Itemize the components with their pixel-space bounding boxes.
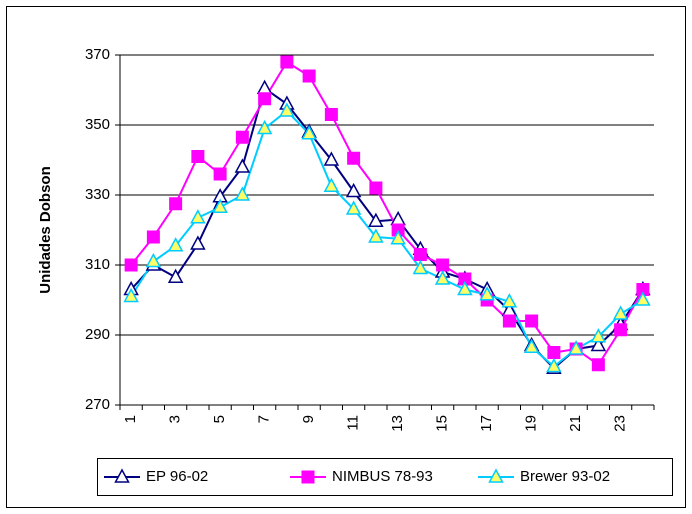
data-point bbox=[612, 305, 629, 320]
legend-marker bbox=[114, 468, 130, 483]
y-tick-label: 330 bbox=[85, 186, 110, 203]
x-tick-label: 5 bbox=[211, 415, 228, 423]
data-point bbox=[635, 291, 651, 306]
data-point bbox=[323, 151, 340, 166]
y-axis-label: Unidades Dobson bbox=[37, 166, 54, 294]
x-tick-label: 7 bbox=[256, 415, 273, 423]
data-point bbox=[614, 323, 628, 337]
x-tick-label: 21 bbox=[567, 415, 584, 432]
data-point bbox=[302, 69, 316, 83]
x-tick-label: 3 bbox=[167, 415, 184, 423]
data-point bbox=[191, 150, 205, 163]
data-point bbox=[190, 209, 206, 224]
data-point bbox=[256, 119, 273, 135]
data-point bbox=[525, 314, 539, 328]
x-tick-label: 13 bbox=[389, 415, 406, 432]
data-point bbox=[412, 259, 429, 275]
data-point bbox=[457, 280, 473, 296]
data-point bbox=[523, 338, 540, 353]
data-point bbox=[345, 200, 362, 215]
legend-box bbox=[97, 458, 673, 496]
x-tick-label: 11 bbox=[345, 415, 362, 431]
y-tick-label: 350 bbox=[85, 116, 110, 133]
data-point bbox=[301, 125, 317, 140]
y-tick-label: 270 bbox=[85, 396, 110, 413]
data-point bbox=[124, 258, 138, 272]
data-point bbox=[368, 228, 384, 243]
data-point bbox=[436, 258, 450, 272]
data-point bbox=[347, 151, 361, 165]
x-tick-label: 23 bbox=[612, 415, 629, 432]
data-point bbox=[345, 182, 362, 198]
x-tick-label: 9 bbox=[300, 415, 317, 423]
legend-label: Brewer 93-02 bbox=[520, 468, 610, 485]
y-tick-label: 370 bbox=[85, 46, 110, 63]
data-point bbox=[145, 252, 162, 268]
data-point bbox=[280, 55, 294, 69]
data-point bbox=[323, 177, 340, 192]
legend-label: EP 96-02 bbox=[146, 468, 208, 485]
data-point bbox=[324, 108, 338, 121]
x-tick-label: 17 bbox=[478, 415, 495, 432]
data-point bbox=[167, 237, 184, 252]
legend-marker bbox=[488, 468, 504, 483]
data-point bbox=[234, 158, 251, 173]
y-tick-label: 310 bbox=[85, 256, 110, 273]
data-point bbox=[279, 102, 295, 117]
data-point bbox=[123, 287, 139, 303]
data-point bbox=[146, 230, 160, 244]
data-point bbox=[368, 212, 384, 227]
data-point bbox=[213, 167, 227, 181]
data-point bbox=[167, 268, 184, 283]
data-point bbox=[434, 270, 451, 285]
data-point bbox=[591, 358, 605, 372]
x-tick-label: 19 bbox=[523, 415, 540, 432]
legend-marker bbox=[301, 470, 315, 484]
data-point bbox=[568, 340, 584, 355]
data-point bbox=[390, 230, 406, 245]
data-point bbox=[212, 198, 228, 213]
data-point bbox=[190, 235, 206, 250]
data-point bbox=[413, 248, 427, 261]
data-point bbox=[501, 293, 518, 308]
x-tick-label: 1 bbox=[122, 415, 139, 423]
legend-label: NIMBUS 78-93 bbox=[332, 468, 433, 485]
data-point bbox=[590, 328, 607, 343]
data-point bbox=[479, 286, 495, 301]
data-point bbox=[258, 92, 272, 106]
x-tick-label: 15 bbox=[434, 415, 451, 432]
data-point bbox=[169, 197, 183, 211]
data-point bbox=[369, 181, 383, 195]
data-point bbox=[546, 357, 562, 373]
data-point bbox=[502, 314, 516, 328]
data-point bbox=[547, 346, 561, 359]
data-point bbox=[590, 336, 607, 352]
data-point bbox=[235, 130, 249, 144]
y-tick-label: 290 bbox=[85, 326, 110, 343]
data-point bbox=[234, 186, 251, 201]
